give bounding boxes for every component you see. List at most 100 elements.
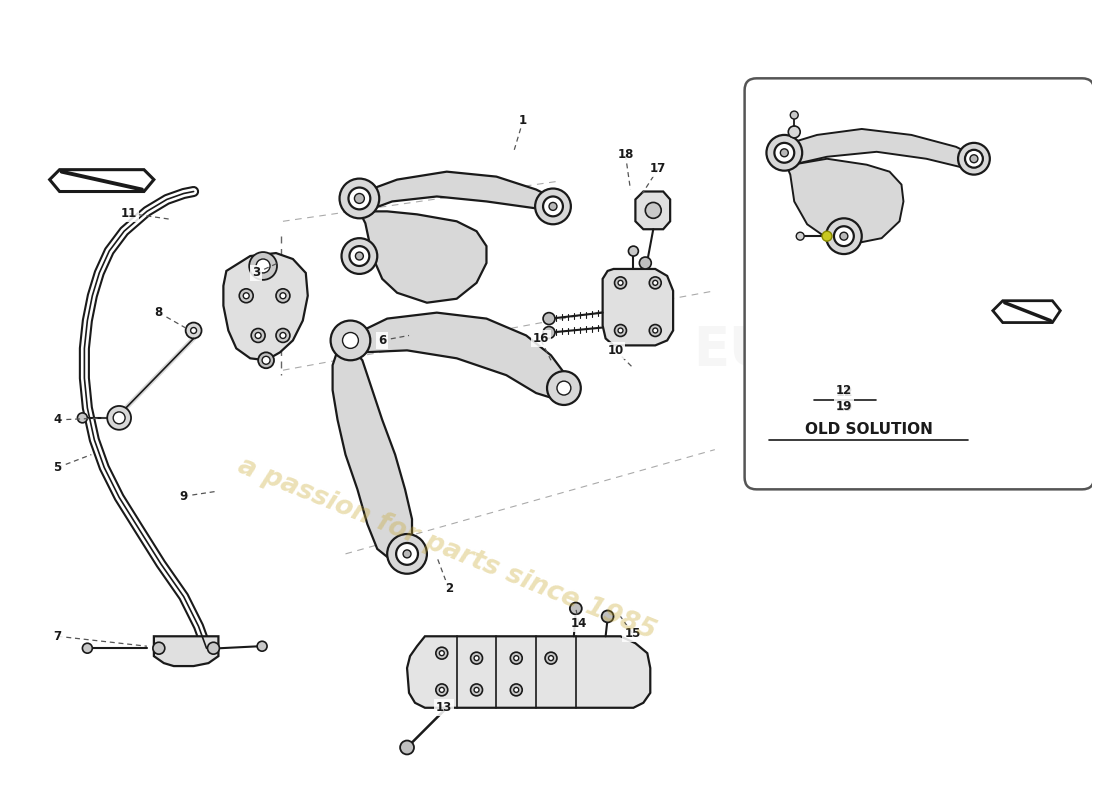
Text: 19: 19 [835, 402, 852, 414]
Text: 6: 6 [378, 334, 386, 347]
FancyBboxPatch shape [745, 78, 1094, 490]
Polygon shape [352, 313, 565, 398]
Circle shape [965, 150, 983, 168]
Circle shape [780, 149, 789, 157]
Polygon shape [603, 269, 673, 346]
Circle shape [602, 610, 614, 622]
Circle shape [82, 643, 92, 653]
Circle shape [543, 197, 563, 216]
Text: 13: 13 [436, 702, 452, 714]
Circle shape [549, 202, 557, 210]
Circle shape [618, 280, 623, 286]
Circle shape [826, 218, 861, 254]
Circle shape [822, 231, 832, 241]
Text: 11: 11 [121, 207, 138, 220]
Circle shape [471, 684, 483, 696]
Circle shape [774, 143, 794, 162]
Circle shape [514, 687, 519, 692]
Circle shape [570, 602, 582, 614]
Circle shape [958, 143, 990, 174]
Polygon shape [223, 253, 308, 360]
Circle shape [342, 333, 359, 348]
Text: 15: 15 [624, 627, 640, 640]
Circle shape [354, 194, 364, 203]
Circle shape [107, 406, 131, 430]
Text: 12: 12 [836, 383, 852, 397]
Text: 2: 2 [444, 582, 453, 595]
Circle shape [387, 534, 427, 574]
Circle shape [340, 178, 379, 218]
Circle shape [649, 325, 661, 337]
Text: 5: 5 [54, 461, 62, 474]
Text: 3: 3 [252, 266, 261, 279]
Circle shape [547, 371, 581, 405]
Circle shape [153, 642, 165, 654]
Text: OLD SOLUTION: OLD SOLUTION [805, 422, 933, 438]
Polygon shape [784, 158, 903, 244]
Circle shape [796, 232, 804, 240]
Polygon shape [636, 191, 670, 230]
Circle shape [471, 652, 483, 664]
Circle shape [840, 232, 848, 240]
Text: a passion for parts since 1985: a passion for parts since 1985 [234, 453, 660, 645]
Polygon shape [360, 211, 486, 302]
Circle shape [349, 187, 371, 210]
Circle shape [280, 293, 286, 298]
Polygon shape [993, 301, 1060, 322]
Circle shape [618, 328, 623, 333]
Circle shape [652, 328, 658, 333]
Circle shape [834, 226, 854, 246]
Circle shape [77, 413, 87, 423]
Circle shape [256, 259, 270, 273]
Circle shape [628, 246, 638, 256]
Text: 17: 17 [650, 162, 667, 175]
Circle shape [240, 289, 253, 302]
Circle shape [258, 352, 274, 368]
Circle shape [767, 135, 802, 170]
Circle shape [652, 280, 658, 286]
Polygon shape [50, 170, 154, 191]
Circle shape [510, 684, 522, 696]
Circle shape [255, 333, 261, 338]
Text: 1: 1 [519, 114, 527, 126]
Text: 4: 4 [54, 414, 62, 426]
Circle shape [113, 412, 125, 424]
Text: 14: 14 [571, 617, 587, 630]
Circle shape [549, 656, 553, 661]
Text: 18: 18 [617, 148, 634, 162]
Text: 9: 9 [179, 490, 188, 503]
Circle shape [208, 642, 219, 654]
Circle shape [250, 252, 277, 280]
Circle shape [186, 322, 201, 338]
Circle shape [436, 684, 448, 696]
Circle shape [257, 642, 267, 651]
Circle shape [543, 326, 556, 338]
Circle shape [400, 741, 414, 754]
Text: 7: 7 [54, 630, 62, 642]
Circle shape [280, 333, 286, 338]
Circle shape [790, 111, 799, 119]
Circle shape [615, 277, 627, 289]
Circle shape [403, 550, 411, 558]
Circle shape [190, 327, 197, 334]
Polygon shape [332, 348, 412, 561]
Polygon shape [360, 172, 556, 214]
Circle shape [543, 313, 556, 325]
Circle shape [615, 325, 627, 337]
Text: 12: 12 [835, 386, 852, 398]
Circle shape [474, 656, 478, 661]
Circle shape [331, 321, 371, 360]
Circle shape [649, 277, 661, 289]
Circle shape [276, 289, 290, 302]
Circle shape [514, 656, 519, 661]
Circle shape [510, 652, 522, 664]
Circle shape [646, 202, 661, 218]
Circle shape [350, 246, 370, 266]
Circle shape [355, 252, 363, 260]
Circle shape [436, 647, 448, 659]
Circle shape [474, 687, 478, 692]
Circle shape [789, 126, 800, 138]
Circle shape [396, 543, 418, 565]
Circle shape [439, 687, 444, 692]
Polygon shape [407, 636, 650, 708]
